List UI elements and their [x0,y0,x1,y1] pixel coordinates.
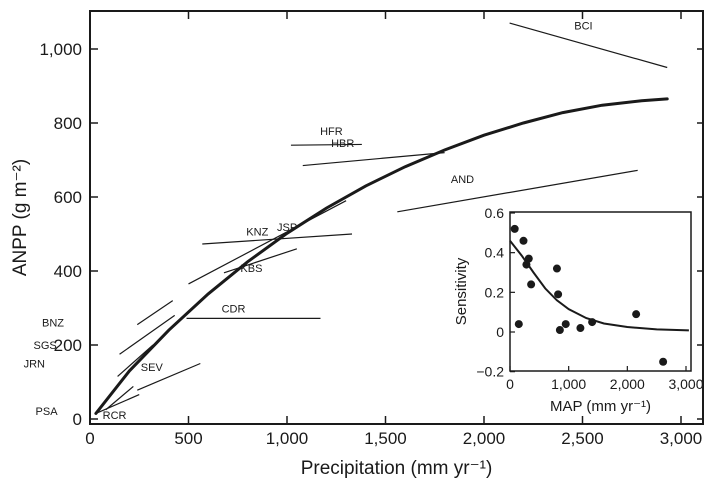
site-label-hbr: HBR [331,138,354,150]
x-tick-label: 0 [85,429,94,448]
y-tick-label: 0 [73,410,82,429]
site-label-bci: BCI [574,20,592,32]
inset-data-point [510,224,519,233]
site-segment-kbs [223,248,298,274]
y-axis-title: ANPP (g m⁻²) [10,159,31,276]
inset-data-point [588,318,597,327]
site-segment-jrn [117,344,154,377]
site-segment-sev [137,362,201,391]
x-tick-label: 1,500 [364,429,407,448]
site-segment-hfr [290,143,362,146]
site-label-cdr: CDR [222,303,246,315]
inset-data-point [524,254,533,263]
x-axis-title: Precipitation (mm yr⁻¹) [301,458,493,479]
inset-data-point [632,310,641,319]
site-label-jrn: JRN [24,359,45,371]
inset-frame [509,211,692,372]
inset-data-point [519,236,528,245]
inset-y-tick-label: 0.2 [485,284,505,300]
inset-data-point [514,320,523,329]
fitted-curve [94,97,669,415]
inset-data-point [561,320,570,329]
inset-data-point [554,290,563,299]
site-segment-hbr [302,152,445,167]
inset-x-tick-label: 0 [506,376,514,392]
site-segment-bnz [136,300,174,326]
site-segment-psa [105,385,134,411]
site-label-hfr: HFR [320,126,343,138]
inset-x-axis-title: MAP (mm yr⁻¹) [550,398,651,415]
inset-data-point [555,326,564,335]
main-plot: 0 500 1,000 1,500 2,000 2,500 3,000 0 200 400 600 8… [10,10,704,479]
site-segment-sgs [119,314,176,355]
inset-y-axis-title: Sensitivity [453,257,470,325]
inset-x-tick-label: 1,000 [551,376,586,392]
inset-x-tick-label: 2,000 [610,376,645,392]
site-label-sev: SEV [141,362,164,374]
x-tick-label: 3,000 [660,429,703,448]
inset-data-point [552,264,561,273]
site-label-sgs: SGS [34,340,57,352]
site-segment-rcr [95,394,140,415]
y-tick-label: 600 [54,188,82,207]
inset-y-tick-label: 0.4 [485,245,505,261]
site-label-rcr: RCR [103,410,127,422]
site-segment-and [397,169,638,213]
inset-data-point [527,280,536,289]
inset-y-tick-label: −0.2 [476,364,504,380]
x-tick-label: 2,500 [561,429,604,448]
site-label-psa: PSA [36,406,59,418]
y-tick-label: 400 [54,262,82,281]
site-segment-bci [509,22,668,69]
site-label-and: AND [451,174,474,186]
site-label-bnz: BNZ [42,318,64,330]
site-label-knz: KNZ [246,226,268,238]
site-segment-knz [188,200,347,285]
y-tick-label: 800 [54,114,82,133]
inset-y-tick-label: 0 [496,324,504,340]
inset-data-point [659,357,668,366]
inset-x-tick-label: 3,000 [668,376,703,392]
y-tick-label: 1,000 [39,40,82,59]
x-tick-label: 2,000 [463,429,506,448]
x-tick-label: 500 [174,429,202,448]
y-tick-label: 200 [54,336,82,355]
site-label-kbs: KBS [240,263,262,275]
x-tick-label: 1,000 [266,429,309,448]
main-plot-frame [89,10,704,425]
inset-y-tick-label: 0.6 [485,205,505,221]
inset-data-point [576,324,585,333]
